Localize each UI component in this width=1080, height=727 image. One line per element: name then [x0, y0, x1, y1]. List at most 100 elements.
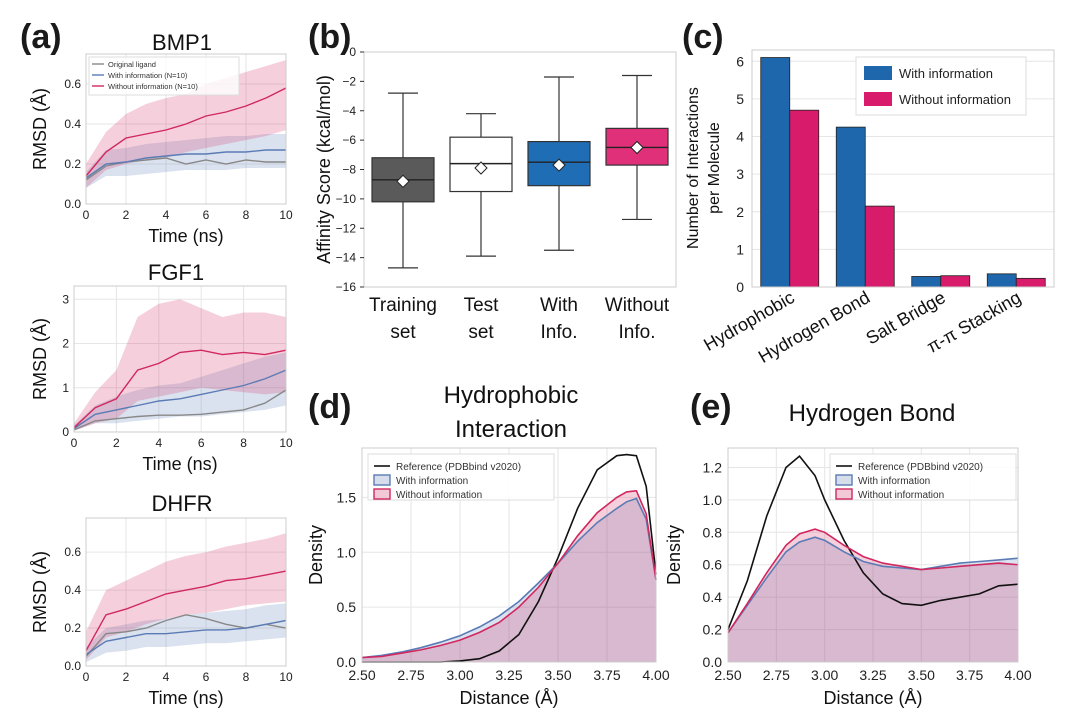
panel-c-bar — [789, 109, 820, 288]
panel-a1-xtick: 4 — [163, 208, 170, 222]
panel-label-e: (e) — [690, 388, 732, 426]
panel-e-legend-label: Without information — [858, 490, 944, 501]
panel-d-xlabel: Distance (Å) — [459, 688, 558, 708]
panel-a2-xtick: 8 — [240, 436, 247, 450]
panel-a1-xtick: 2 — [123, 208, 130, 222]
panel-a3-line-2 — [85, 570, 287, 652]
panel-a1-xtick: 8 — [243, 208, 250, 222]
panel-e-ytick: 1.0 — [703, 492, 723, 508]
panel-b-mean-marker — [474, 161, 488, 175]
panel-a3-ylabel: RMSD (Å) — [30, 551, 50, 633]
panel-a1-ytick: 0.0 — [64, 197, 81, 211]
panel-c-frame — [751, 49, 1055, 288]
panel-e-xtick: 2.50 — [714, 667, 741, 683]
panel-a3-xlabel: Time (ns) — [148, 688, 223, 708]
panel-d-xtick: 2.75 — [397, 667, 424, 683]
panel-c-ytick: 1 — [736, 241, 744, 257]
panel-b-ytick: −6 — [342, 133, 356, 147]
panel-e-line-2 — [727, 528, 1019, 634]
panel-d-title: Hydrophobic — [444, 382, 579, 409]
panel-d-legend-swatch — [373, 474, 391, 486]
panel-b-category-label: set — [468, 322, 494, 343]
panel-e-area-1 — [728, 537, 1018, 662]
panel-e-legend-box — [829, 453, 1017, 501]
panel-b-mean-marker — [630, 140, 644, 155]
panel-e-line-1 — [727, 536, 1019, 634]
panel-e-legend-label: With information — [858, 476, 930, 487]
panel-a2-ytick: 1 — [62, 381, 69, 395]
panel-a1-xlabel: Time (ns) — [148, 226, 223, 246]
panel-b-ytick: 0 — [349, 45, 356, 59]
panel-b-ytick: −16 — [336, 280, 357, 294]
panel-a3-ytick: 0.0 — [64, 659, 81, 673]
panel-a1-legend-label: Original ligand — [108, 60, 156, 69]
panel-d-legend-box — [367, 453, 555, 501]
panel-a1-ytick: 0.6 — [64, 77, 81, 91]
panel-a1-ytick: 0.4 — [64, 117, 81, 131]
panel-a1-legend-label: Without information (N=10) — [108, 82, 198, 91]
panel-d-legend-label: With information — [396, 476, 468, 487]
panel-label-a: (a) — [20, 18, 62, 56]
panel-c-bar — [986, 273, 1017, 288]
panel-e-ytick: 0.2 — [703, 622, 723, 638]
panel-c-legend-label: Without information — [899, 92, 1011, 107]
panel-a1-xtick: 6 — [203, 208, 210, 222]
panel-d-area-2 — [362, 490, 656, 662]
panel-a2-xtick: 2 — [113, 436, 120, 450]
panel-e-ytick: 1.2 — [703, 459, 723, 475]
panel-b-category-label: Info. — [541, 322, 578, 343]
panel-b-category-label: Without — [605, 295, 670, 316]
panel-a2-line-2 — [73, 349, 287, 429]
panel-c-ylabel: per Molecule — [706, 122, 723, 214]
panel-d-line-2 — [361, 489, 657, 659]
panel-b-ytick: −12 — [336, 221, 357, 235]
panel-b-ytick: −4 — [342, 104, 356, 118]
panel-a3-xtick: 0 — [83, 670, 90, 684]
panel-a3-frame — [85, 517, 287, 667]
panel-d-area-1 — [362, 498, 656, 662]
panel-c-bar — [835, 126, 866, 288]
panel-e-legend-swatch — [835, 474, 853, 486]
panel-b-mean-marker — [552, 158, 566, 172]
panel-a1-frame — [85, 53, 287, 205]
panel-b-ytick: −10 — [336, 192, 357, 206]
panel-b-ytick: −14 — [336, 251, 357, 265]
panel-c-bar — [911, 276, 942, 288]
panel-e-area-2 — [728, 529, 1018, 662]
panel-a2-ylabel: RMSD (Å) — [30, 318, 50, 400]
panel-b-category-label: Test — [464, 295, 500, 316]
panel-e-ytick: 0.4 — [703, 589, 723, 605]
panel-c-ytick: 2 — [736, 204, 744, 220]
panel-c-ytick: 5 — [736, 91, 744, 107]
panel-d-ytick: 1.5 — [337, 489, 357, 505]
panel-d-ytick: 0.0 — [337, 654, 357, 670]
panel-a2-line-0 — [73, 389, 287, 431]
panel-b-ylabel: Affinity Score (kcal/mol) — [314, 75, 334, 264]
panel-d-xtick: 3.25 — [495, 667, 522, 683]
panel-b-ytick: −2 — [342, 74, 356, 88]
panel-b-category-label: With — [540, 295, 578, 316]
panel-e-ytick: 0.0 — [703, 654, 723, 670]
panel-c-ytick: 4 — [736, 129, 744, 145]
panel-e-xtick: 3.00 — [811, 667, 838, 683]
panel-c-bar — [864, 205, 895, 288]
panel-d-legend-label: Without information — [396, 490, 482, 501]
panel-e-ytick: 0.6 — [703, 557, 723, 573]
panel-c-bar — [940, 275, 971, 288]
panel-a3-ytick: 0.2 — [64, 621, 81, 635]
panel-e-xtick: 3.75 — [956, 667, 983, 683]
panel-d-frame — [361, 447, 657, 663]
panel-d-ytick: 1.0 — [337, 544, 357, 560]
panel-b-category-label: set — [390, 322, 416, 343]
panel-a2-title: FGF1 — [148, 260, 204, 285]
panel-a1-xtick: 10 — [279, 208, 293, 222]
panel-e-ytick: 0.8 — [703, 524, 723, 540]
panel-a3-ytick: 0.6 — [64, 545, 81, 559]
panel-b-category-label: Training — [369, 295, 437, 316]
panel-d-legend-swatch — [373, 488, 391, 500]
panel-c-bar — [760, 57, 791, 288]
panel-a2-ytick: 3 — [62, 292, 69, 306]
panel-e-xtick: 3.25 — [859, 667, 886, 683]
panel-e-title: Hydrogen Bond — [789, 400, 956, 427]
